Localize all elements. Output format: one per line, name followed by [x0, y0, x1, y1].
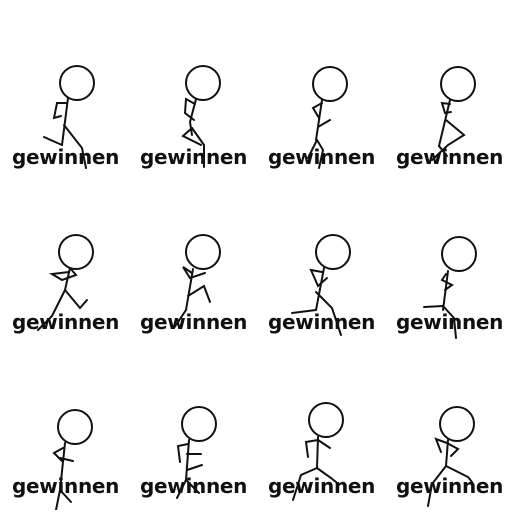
frame-4: gewinnen	[384, 0, 512, 170]
frame-label: gewinnen	[12, 474, 120, 498]
frame-7: gewinnen	[256, 170, 384, 340]
frame-12: gewinnen	[384, 340, 512, 510]
stick-figure-icon	[291, 234, 351, 336]
frame-5: gewinnen	[0, 170, 128, 340]
stick-figure-icon	[173, 234, 221, 329]
frame-label: gewinnen	[12, 145, 120, 169]
stick-figure-icon	[43, 65, 95, 169]
stick-figure-icon	[181, 65, 221, 168]
frame-1: gewinnen	[0, 0, 128, 170]
stick-figure-icon	[423, 236, 477, 339]
stick-figure-icon	[37, 234, 94, 331]
frame-8: gewinnen	[384, 170, 512, 340]
frame-9: gewinnen	[0, 340, 128, 510]
frame-label: gewinnen	[140, 310, 248, 334]
stick-figure-icon	[292, 402, 344, 501]
frame-11: gewinnen	[256, 340, 384, 510]
frame-label: gewinnen	[268, 145, 376, 169]
frame-label: gewinnen	[396, 145, 504, 169]
frame-label: gewinnen	[268, 310, 376, 334]
frame-label: gewinnen	[140, 145, 248, 169]
frame-label: gewinnen	[396, 310, 504, 334]
frame-2: gewinnen	[128, 0, 256, 170]
frame-10: gewinnen	[128, 340, 256, 510]
stick-figure-icon	[176, 406, 217, 499]
stick-figure-icon	[427, 406, 475, 507]
stick-figure-icon	[431, 66, 476, 161]
frame-label: gewinnen	[268, 474, 376, 498]
frame-label: gewinnen	[12, 310, 120, 334]
stick-figure-icon	[52, 409, 93, 510]
frame-6: gewinnen	[128, 170, 256, 340]
frame-label: gewinnen	[140, 474, 248, 498]
frame-3: gewinnen	[256, 0, 384, 170]
stick-figure-icon	[307, 66, 348, 169]
frame-label: gewinnen	[396, 474, 504, 498]
